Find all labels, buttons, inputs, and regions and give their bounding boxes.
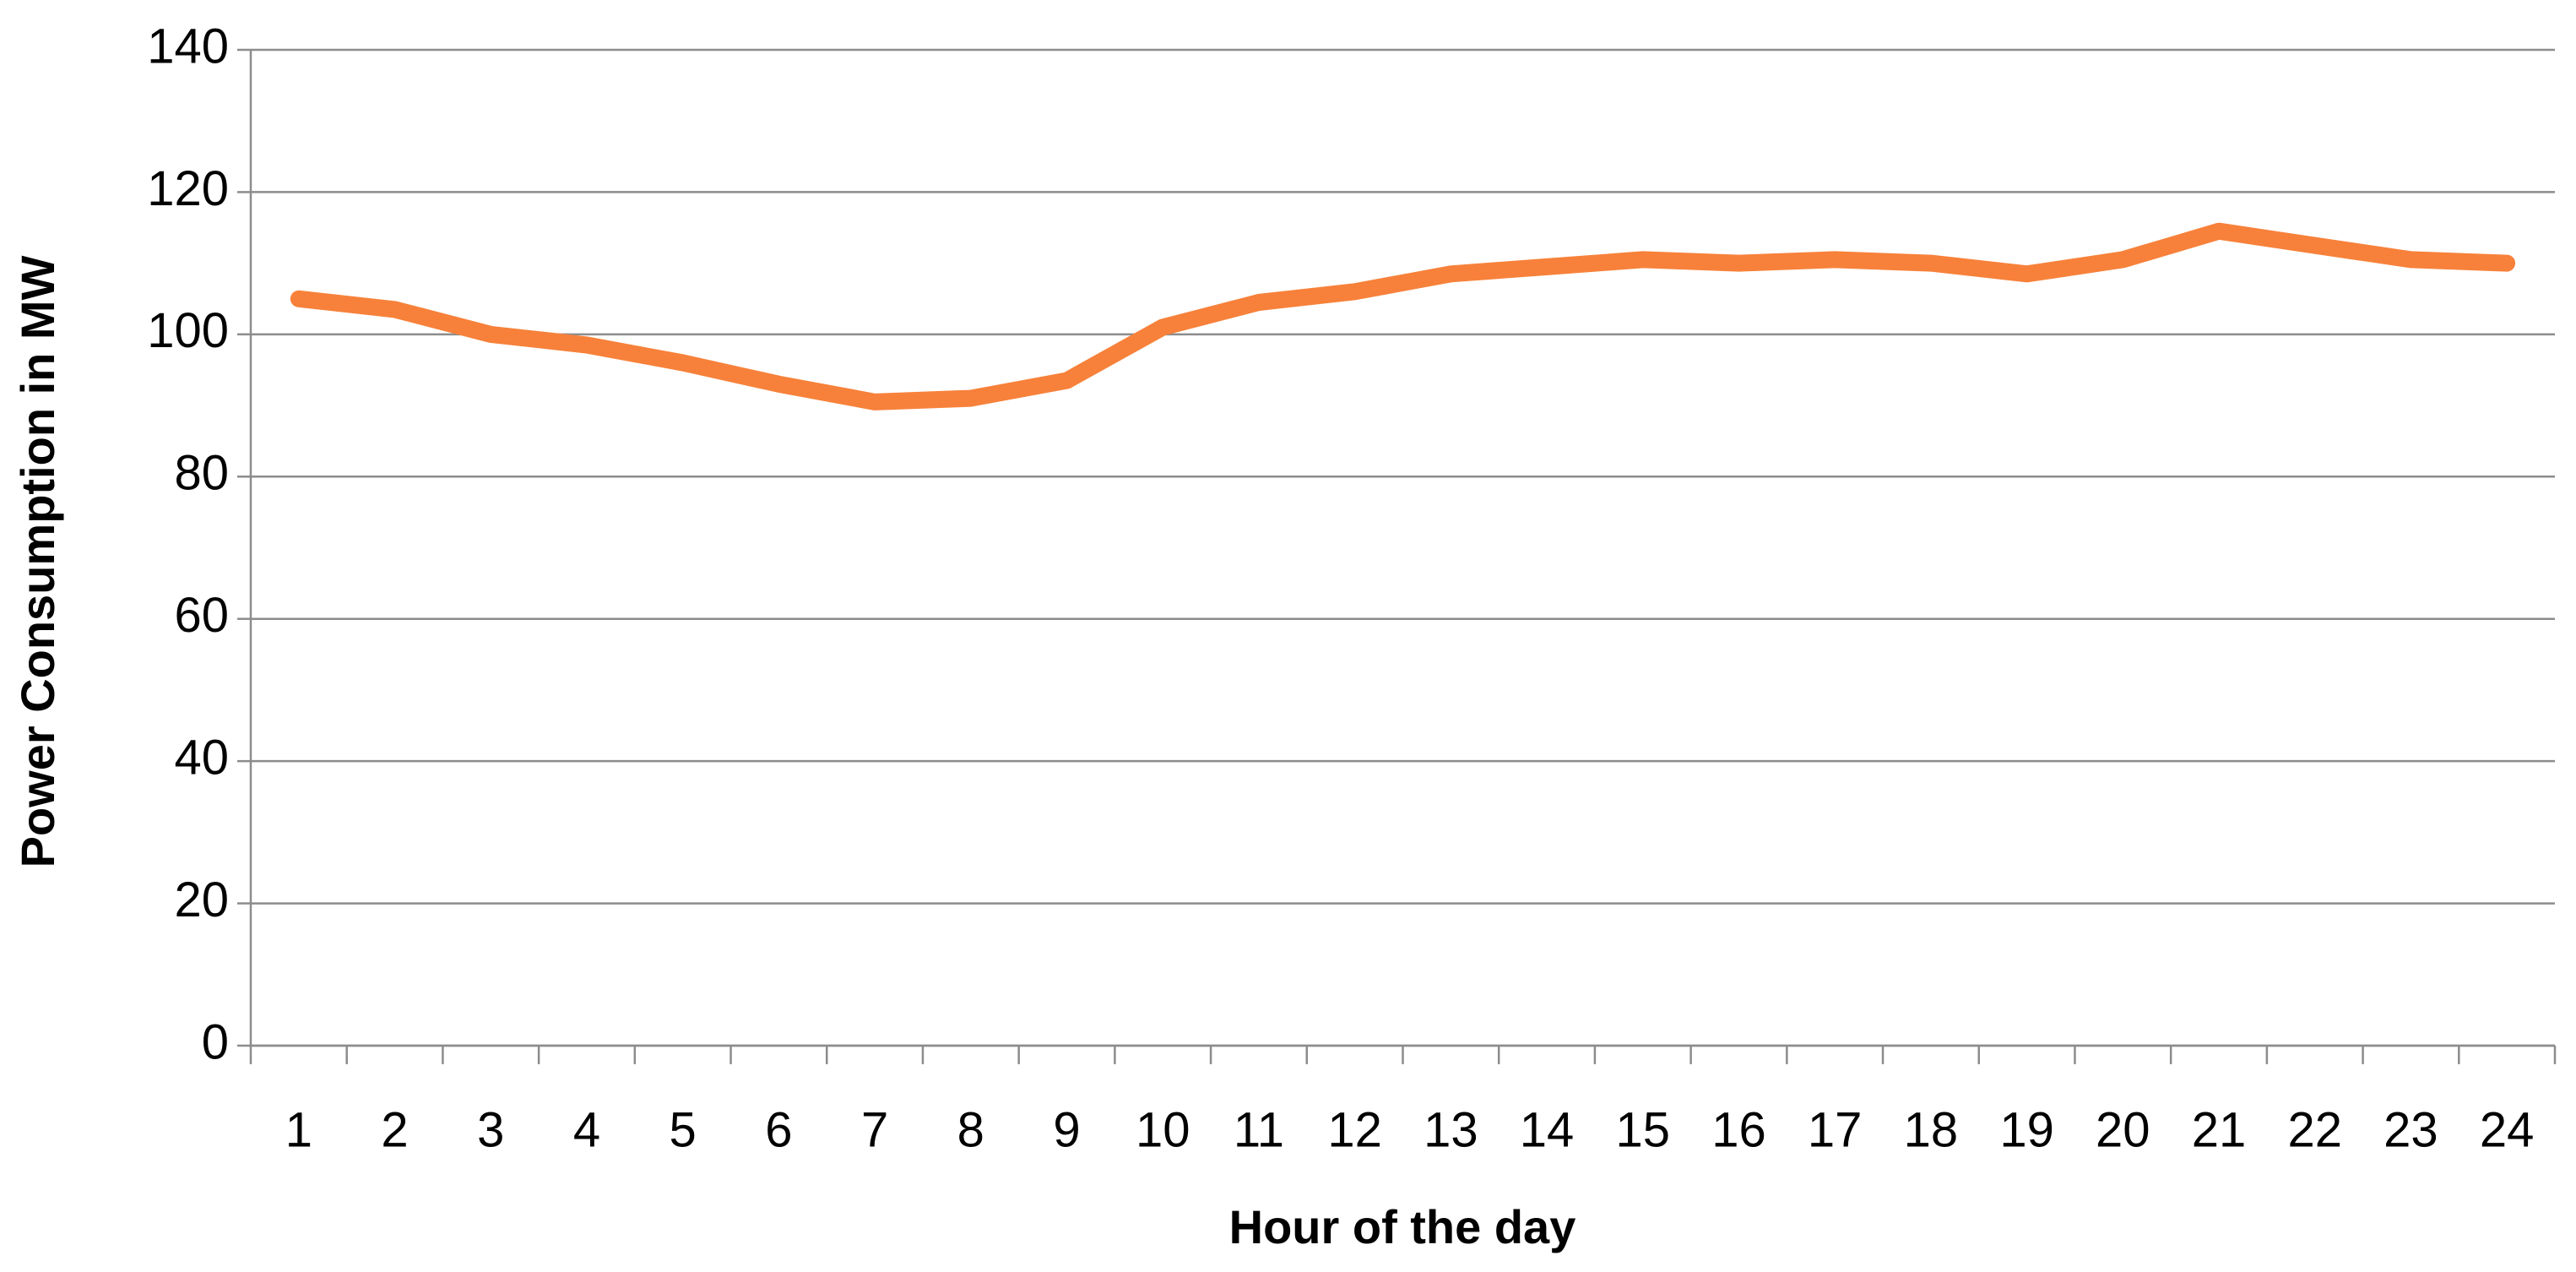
x-tick-label: 12 [1327,1102,1382,1157]
x-tick-label: 5 [670,1102,697,1157]
x-tick-label: 17 [1808,1102,1863,1157]
y-tick-label: 80 [174,446,229,501]
x-tick-label: 2 [381,1102,408,1157]
x-tick-label: 16 [1711,1102,1766,1157]
y-axis-title: Power Consumption in MW [11,255,64,867]
y-tick-label: 60 [174,588,229,643]
x-tick-label: 20 [2096,1102,2150,1157]
x-tick-label: 7 [861,1102,888,1157]
x-tick-label: 8 [957,1102,984,1157]
x-tick-label: 24 [2480,1102,2535,1157]
x-tick-label: 21 [2192,1102,2247,1157]
x-tick-label: 4 [573,1102,600,1157]
x-tick-label: 10 [1136,1102,1190,1157]
x-tick-label: 3 [477,1102,504,1157]
x-axis-title: Hour of the day [1229,1200,1576,1253]
y-tick-label: 0 [202,1014,229,1069]
x-tick-label: 22 [2287,1102,2342,1157]
x-tick-label: 15 [1616,1102,1671,1157]
x-tick-label: 14 [1520,1102,1575,1157]
y-tick-label: 140 [147,19,229,73]
data-line [290,222,2516,410]
x-tick-label: 23 [2383,1102,2438,1157]
y-tick-label: 120 [147,161,229,216]
y-tick-label: 40 [174,730,229,785]
x-tick-label: 13 [1424,1102,1478,1157]
x-tick-label: 19 [1999,1102,2054,1157]
x-tick-label: 9 [1053,1102,1080,1157]
x-tick-label: 18 [1904,1102,1959,1157]
x-tick-label: 1 [285,1102,312,1157]
x-tick-label: 11 [1234,1102,1284,1157]
x-tick-label: 6 [765,1102,792,1157]
y-tick-label: 100 [147,303,229,358]
y-tick-label: 20 [174,872,229,927]
